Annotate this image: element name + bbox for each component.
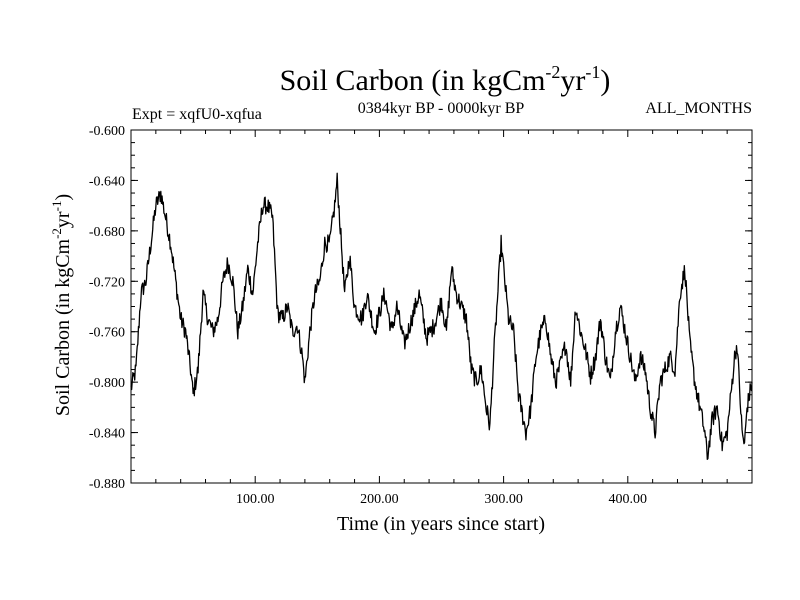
subtitle-right: ALL_MONTHS [645,100,752,117]
x-tick-label: 300.00 [484,492,523,507]
chart-title-main: Soil Carbon (in kgCm [280,64,546,97]
x-tick-label: 100.00 [236,492,275,507]
x-tick-label: 200.00 [360,492,399,507]
y-tick-label: -0.840 [89,427,125,442]
chart-title-end: ) [600,64,610,97]
y-axis-label-mid: yr [52,211,74,228]
y-tick-label: -0.640 [89,174,125,189]
series-line-soil-carbon [130,172,753,461]
chart-title-sup1: -2 [545,62,560,82]
x-ticks: 100.00 200.00 300.00 400.00 [155,130,728,507]
y-axis-label-sup1: -2 [49,228,64,239]
subtitle-center: 0384kyr BP - 0000kyr BP [358,100,525,117]
y-axis-label-end: ) [52,194,74,201]
y-tick-label: -0.720 [89,275,125,290]
y-tick-label: -0.600 [89,124,125,139]
y-axis-label-sup2: -1 [49,201,64,212]
y-tick-label: -0.760 [89,326,125,341]
y-axis-label-main: Soil Carbon (in kgCm [52,238,74,416]
y-tick-label: -0.800 [89,376,125,391]
y-tick-label: -0.880 [89,477,125,492]
chart-title-sup2: -1 [585,62,600,82]
y-axis-label: Soil Carbon (in kgCm-2yr-1) [49,194,74,416]
y-ticks: -0.600 -0.640 -0.680 -0.720 -0.760 -0.800 -0.8… [89,124,752,492]
chart-title: Soil Carbon (in kgCm-2yr-1) [280,62,611,97]
plot-frame [130,129,753,484]
subtitle-left: Expt = xqfU0-xqfua [132,106,262,123]
y-tick-label: -0.680 [89,225,125,240]
x-tick-label: 400.00 [609,492,648,507]
x-axis-label: Time (in years since start) [337,513,545,535]
chart-title-mid: yr [560,64,585,97]
